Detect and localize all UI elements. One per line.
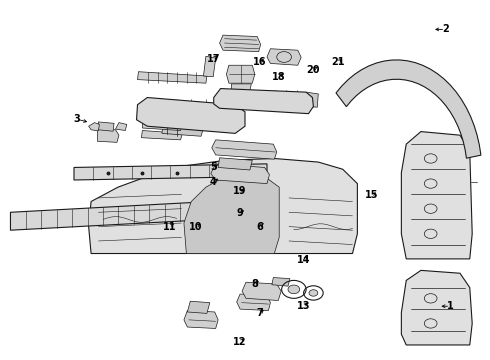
Text: 18: 18 — [272, 72, 286, 82]
Polygon shape — [137, 98, 245, 134]
Polygon shape — [226, 65, 255, 83]
Text: 17: 17 — [206, 54, 220, 64]
Polygon shape — [203, 56, 216, 77]
Text: 20: 20 — [307, 64, 320, 75]
Text: 2: 2 — [442, 24, 449, 35]
Polygon shape — [89, 158, 357, 253]
Polygon shape — [231, 84, 251, 90]
Polygon shape — [214, 89, 314, 114]
Polygon shape — [237, 294, 270, 311]
Polygon shape — [98, 122, 114, 131]
Text: 5: 5 — [210, 162, 217, 172]
Polygon shape — [116, 123, 127, 131]
Polygon shape — [98, 129, 119, 142]
Polygon shape — [242, 282, 281, 301]
Polygon shape — [212, 140, 277, 159]
Text: 12: 12 — [233, 337, 247, 347]
Text: 1: 1 — [447, 301, 454, 311]
Polygon shape — [143, 120, 182, 131]
Polygon shape — [162, 125, 203, 136]
Text: 19: 19 — [233, 186, 247, 197]
Polygon shape — [272, 278, 290, 286]
Polygon shape — [267, 49, 301, 65]
Text: 15: 15 — [365, 190, 379, 200]
Text: 14: 14 — [297, 255, 310, 265]
Polygon shape — [306, 92, 318, 107]
Text: 13: 13 — [297, 301, 310, 311]
Polygon shape — [10, 202, 211, 230]
Text: 4: 4 — [210, 177, 217, 187]
Polygon shape — [187, 301, 210, 314]
Polygon shape — [401, 270, 472, 345]
Polygon shape — [184, 311, 218, 328]
Text: 11: 11 — [163, 222, 176, 231]
Text: 6: 6 — [256, 222, 263, 231]
Circle shape — [309, 290, 318, 296]
Circle shape — [288, 285, 300, 294]
Polygon shape — [218, 158, 252, 170]
Text: 9: 9 — [237, 208, 244, 218]
Polygon shape — [211, 164, 270, 184]
Polygon shape — [220, 35, 261, 51]
Polygon shape — [74, 164, 267, 180]
Text: 3: 3 — [73, 114, 80, 124]
Polygon shape — [89, 123, 99, 131]
Polygon shape — [184, 173, 279, 253]
Text: 8: 8 — [251, 279, 258, 289]
Polygon shape — [401, 132, 472, 259]
Text: 7: 7 — [256, 309, 263, 318]
Text: 21: 21 — [331, 57, 344, 67]
Polygon shape — [142, 131, 182, 140]
Polygon shape — [336, 60, 481, 158]
Text: 10: 10 — [190, 222, 203, 231]
Polygon shape — [138, 72, 207, 83]
Text: 16: 16 — [253, 57, 267, 67]
